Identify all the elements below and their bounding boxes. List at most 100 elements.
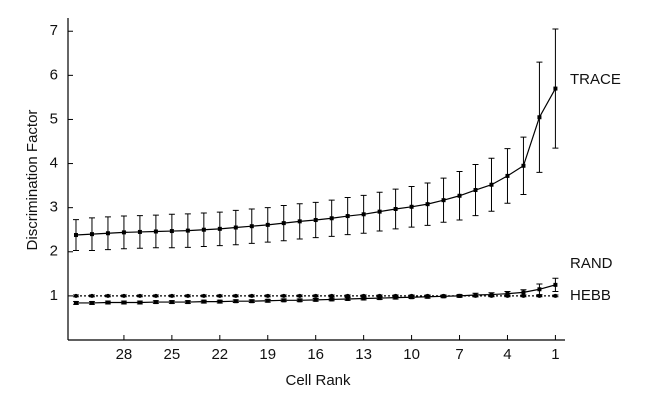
x-tick-label: 28 (116, 346, 133, 363)
marker (457, 293, 462, 298)
marker (329, 293, 334, 298)
marker (425, 202, 430, 207)
x-tick-label: 22 (211, 346, 228, 363)
marker (537, 287, 542, 292)
y-tick-label: 2 (50, 243, 58, 260)
marker (505, 173, 510, 178)
series-label: TRACE (570, 71, 621, 88)
marker (153, 229, 158, 234)
marker (233, 293, 238, 298)
marker (281, 293, 286, 298)
x-axis-title: Cell Rank (285, 372, 351, 389)
marker (505, 291, 510, 296)
marker (233, 225, 238, 230)
marker (377, 293, 382, 298)
marker (489, 293, 494, 298)
marker (281, 298, 286, 303)
marker (185, 300, 190, 305)
marker (329, 297, 334, 302)
x-tick-label: 7 (455, 346, 463, 363)
marker (553, 293, 558, 298)
marker (281, 221, 286, 226)
marker (521, 293, 526, 298)
marker (313, 293, 318, 298)
marker (553, 86, 558, 91)
marker (121, 230, 126, 235)
marker (537, 115, 542, 120)
marker (137, 229, 142, 234)
marker (169, 300, 174, 305)
x-tick-label: 1 (551, 346, 559, 363)
marker (441, 293, 446, 298)
marker (489, 182, 494, 187)
marker (89, 232, 94, 237)
marker (217, 299, 222, 304)
marker (265, 293, 270, 298)
marker (169, 293, 174, 298)
marker (265, 298, 270, 303)
marker (345, 293, 350, 298)
marker (73, 233, 78, 238)
marker (185, 293, 190, 298)
marker (377, 209, 382, 214)
x-tick-label: 16 (307, 346, 324, 363)
marker (121, 293, 126, 298)
marker (393, 293, 398, 298)
marker (297, 298, 302, 303)
marker (297, 293, 302, 298)
marker (89, 300, 94, 305)
marker (73, 300, 78, 305)
marker (137, 293, 142, 298)
marker (217, 293, 222, 298)
marker (553, 282, 558, 287)
marker (249, 293, 254, 298)
marker (121, 300, 126, 305)
marker (137, 300, 142, 305)
marker (153, 300, 158, 305)
y-tick-label: 4 (50, 155, 58, 172)
marker (473, 188, 478, 193)
marker (473, 293, 478, 298)
marker (425, 293, 430, 298)
marker (505, 293, 510, 298)
y-tick-label: 1 (50, 287, 58, 304)
marker (89, 293, 94, 298)
marker (409, 293, 414, 298)
marker (105, 231, 110, 236)
y-tick-label: 5 (50, 110, 58, 127)
x-tick-label: 19 (259, 346, 276, 363)
marker (249, 299, 254, 304)
x-tick-label: 4 (503, 346, 511, 363)
marker (105, 300, 110, 305)
marker (105, 293, 110, 298)
x-tick-label: 10 (403, 346, 420, 363)
marker (329, 216, 334, 221)
marker (297, 219, 302, 224)
marker (217, 226, 222, 231)
marker (73, 293, 78, 298)
y-tick-label: 3 (50, 199, 58, 216)
marker (457, 193, 462, 198)
marker (361, 296, 366, 301)
x-tick-label: 25 (164, 346, 181, 363)
series-label: RAND (570, 255, 613, 272)
x-tick-label: 13 (355, 346, 372, 363)
marker (361, 293, 366, 298)
marker (265, 222, 270, 227)
y-tick-label: 6 (50, 66, 58, 83)
marker (361, 212, 366, 217)
series-label: HEBB (570, 287, 611, 304)
marker (185, 228, 190, 233)
marker (233, 299, 238, 304)
marker (537, 293, 542, 298)
marker (201, 227, 206, 232)
y-tick-label: 7 (50, 22, 58, 39)
marker (169, 229, 174, 234)
y-axis-title: Discrimination Factor (24, 110, 41, 251)
marker (345, 214, 350, 219)
marker (521, 290, 526, 295)
marker (201, 293, 206, 298)
marker (313, 218, 318, 223)
